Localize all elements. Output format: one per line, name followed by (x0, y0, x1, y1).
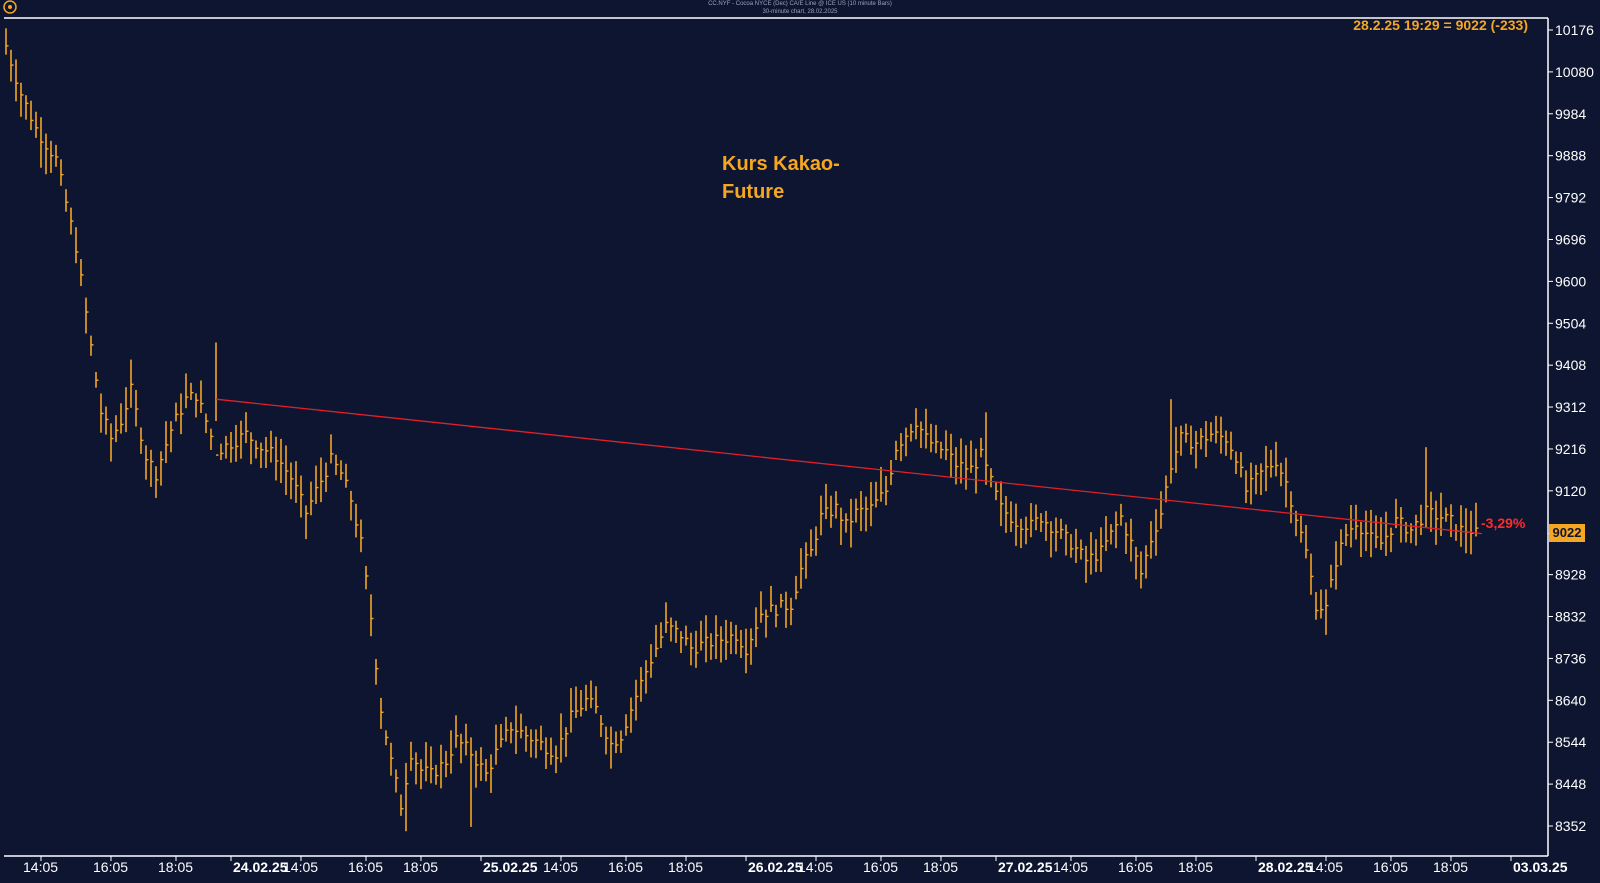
x-time-label: 16:05 (863, 859, 898, 875)
x-date-label: 27.02.25 (998, 859, 1053, 875)
chart-header-line2: 30-minute chart, 28.02.2025 (762, 9, 838, 15)
price-bars (5, 28, 1479, 832)
chart-title: Kurs Kakao- Future (722, 153, 840, 203)
y-tick-label: 9504 (1555, 315, 1586, 331)
y-tick-label: 8640 (1555, 692, 1586, 708)
y-tick-label: 9408 (1555, 357, 1586, 373)
x-time-label: 16:05 (1118, 859, 1153, 875)
chart-header-line1: CC.NYF - Cocoa NYCE (Dec) CA/E Line @ IC… (708, 1, 892, 7)
logo-icon (3, 0, 17, 14)
y-tick-label: 8544 (1555, 734, 1586, 750)
y-tick-label: 9120 (1555, 483, 1586, 499)
x-date-label: 28.02.25 (1258, 859, 1313, 875)
x-time-label: 14:05 (283, 859, 318, 875)
y-tick-label: 9888 (1555, 148, 1586, 164)
y-tick-label: 10176 (1555, 22, 1594, 38)
x-time-label: 18:05 (668, 859, 703, 875)
y-tick-label: 10080 (1555, 64, 1594, 80)
trendline (215, 398, 1483, 535)
y-tick-label: 8928 (1555, 567, 1586, 583)
x-time-label: 14:05 (1308, 859, 1343, 875)
chart-header: CC.NYF - Cocoa NYCE (Dec) CA/E Line @ IC… (640, 0, 960, 16)
last-quote-readout: 28.2.25 19:29 = 9022 (-233) (1353, 17, 1528, 33)
x-time-label: 18:05 (1433, 859, 1468, 875)
x-time-label: 14:05 (23, 859, 58, 875)
x-date-label: 03.03.25 (1513, 859, 1568, 875)
x-time-label: 16:05 (93, 859, 128, 875)
current-price-badge: 9022 (1549, 524, 1585, 542)
y-tick-label: 9600 (1555, 273, 1586, 289)
trend-percent-label: -3,29% (1481, 515, 1526, 531)
y-tick-label: 9216 (1555, 441, 1586, 457)
y-tick-label: 9312 (1555, 399, 1586, 415)
x-time-label: 16:05 (348, 859, 383, 875)
y-tick-label: 9984 (1555, 106, 1586, 122)
y-tick-label: 8832 (1555, 609, 1586, 625)
x-time-label: 16:05 (1373, 859, 1408, 875)
x-time-label: 18:05 (923, 859, 958, 875)
x-time-label: 14:05 (1053, 859, 1088, 875)
y-axis: 10176 10080 9984 9888 9792 9696 9600 9504 9408 93… (1548, 22, 1594, 834)
x-time-label: 14:05 (798, 859, 833, 875)
y-tick-label: 9792 (1555, 190, 1586, 206)
x-date-label: 24.02.25 (233, 859, 288, 875)
x-date-label: 25.02.25 (483, 859, 538, 875)
x-time-label: 14:05 (543, 859, 578, 875)
x-time-label: 16:05 (608, 859, 643, 875)
x-time-label: 18:05 (1178, 859, 1213, 875)
y-tick-label: 9696 (1555, 231, 1586, 247)
y-tick-label: 8736 (1555, 650, 1586, 666)
x-time-label: 18:05 (403, 859, 438, 875)
y-tick-label: 8352 (1555, 818, 1586, 834)
x-date-label: 26.02.25 (748, 859, 803, 875)
y-tick-label: 8448 (1555, 776, 1586, 792)
x-time-label: 18:05 (158, 859, 193, 875)
